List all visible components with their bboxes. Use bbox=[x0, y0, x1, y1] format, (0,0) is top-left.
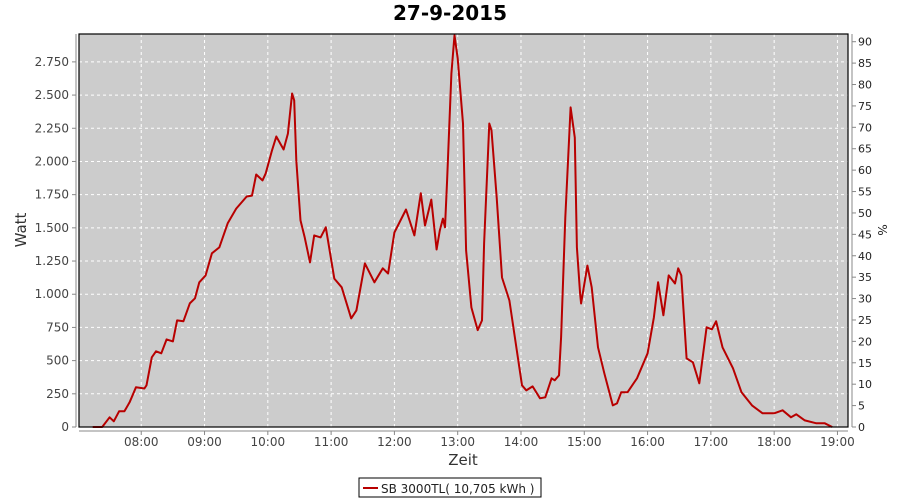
x-tick-label: 17:00 bbox=[694, 435, 729, 449]
x-tick-label: 16:00 bbox=[630, 435, 665, 449]
x-tick-label: 11:00 bbox=[314, 435, 349, 449]
y2-tick-label: 0 bbox=[858, 421, 865, 434]
y2-tick-label: 65 bbox=[858, 143, 872, 156]
y2-tick-label: 80 bbox=[858, 79, 872, 92]
y2-tick-label: 35 bbox=[858, 271, 872, 284]
y-tick-label: 1.000 bbox=[35, 287, 69, 301]
y2-tick-label: 40 bbox=[858, 250, 872, 263]
x-tick-label: 18:00 bbox=[757, 435, 792, 449]
x-axis-label: Zeit bbox=[448, 451, 478, 469]
x-tick-label: 12:00 bbox=[377, 435, 412, 449]
legend-entry: SB 3000TL( 10,705 kWh ) bbox=[381, 482, 534, 496]
y-tick-label: 0 bbox=[61, 420, 69, 434]
y2-tick-label: 75 bbox=[858, 100, 872, 113]
y2-tick-label: 10 bbox=[858, 378, 872, 391]
y2-tick-label: 15 bbox=[858, 357, 872, 370]
y-tick-label: 1.500 bbox=[35, 221, 69, 235]
y2-tick-label: 25 bbox=[858, 314, 872, 327]
x-tick-label: 13:00 bbox=[440, 435, 475, 449]
y-tick-label: 2.750 bbox=[35, 55, 69, 69]
y-tick-label: 250 bbox=[46, 387, 69, 401]
y2-axis-label: % bbox=[875, 224, 889, 235]
x-tick-label: 09:00 bbox=[187, 435, 222, 449]
y2-tick-label: 90 bbox=[858, 36, 872, 49]
y2-tick-label: 60 bbox=[858, 164, 872, 177]
x-tick-label: 08:00 bbox=[124, 435, 159, 449]
y2-tick-label: 85 bbox=[858, 57, 872, 70]
chart-title: 27-9-2015 bbox=[393, 1, 507, 25]
y-tick-label: 2.500 bbox=[35, 88, 69, 102]
y2-tick-label: 5 bbox=[858, 400, 865, 413]
plot-border bbox=[78, 33, 849, 428]
y2-tick-label: 45 bbox=[858, 228, 872, 241]
series-line bbox=[92, 34, 833, 428]
y2-tick-label: 20 bbox=[858, 335, 872, 348]
y-axis-label: Watt bbox=[12, 212, 30, 247]
x-tick-label: 15:00 bbox=[567, 435, 602, 449]
x-tick-label: 10:00 bbox=[251, 435, 286, 449]
y2-tick-label: 30 bbox=[858, 293, 872, 306]
y-tick-label: 2.000 bbox=[35, 154, 69, 168]
x-tick-label: 14:00 bbox=[504, 435, 539, 449]
x-tick-label: 19:00 bbox=[820, 435, 855, 449]
y-tick-label: 1.750 bbox=[35, 188, 69, 202]
y2-tick-label: 50 bbox=[858, 207, 872, 220]
y-tick-label: 750 bbox=[46, 320, 69, 334]
legend: SB 3000TL( 10,705 kWh ) bbox=[358, 477, 542, 498]
y2-tick-label: 70 bbox=[858, 121, 872, 134]
y-tick-label: 1.250 bbox=[35, 254, 69, 268]
y-tick-label: 500 bbox=[46, 354, 69, 368]
y-tick-label: 2.250 bbox=[35, 121, 69, 135]
plot-area bbox=[79, 34, 848, 427]
legend-box bbox=[358, 477, 542, 498]
y2-tick-label: 55 bbox=[858, 186, 872, 199]
